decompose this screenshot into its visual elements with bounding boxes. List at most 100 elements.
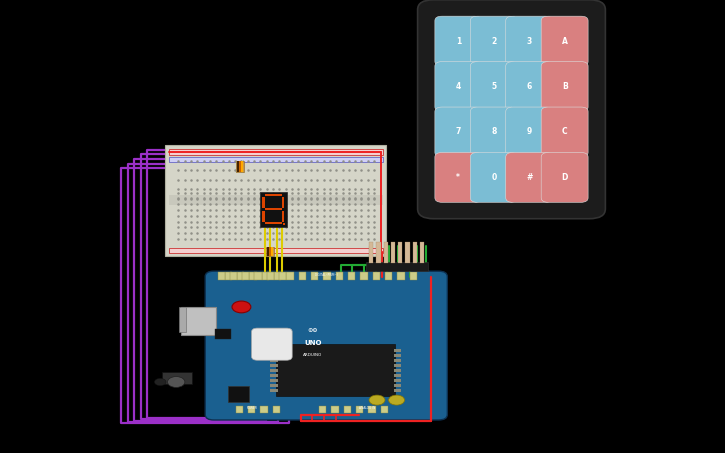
Bar	[241, 161, 243, 172]
Bar	[270, 369, 278, 372]
FancyBboxPatch shape	[435, 62, 482, 111]
Bar	[348, 272, 355, 280]
Bar	[248, 405, 255, 413]
Bar	[270, 384, 278, 387]
Bar	[279, 272, 286, 280]
Text: *: *	[457, 173, 460, 182]
Bar	[394, 354, 401, 357]
Bar	[269, 247, 270, 256]
Bar	[270, 359, 278, 362]
Circle shape	[167, 376, 185, 387]
Text: C: C	[562, 127, 568, 136]
Bar	[360, 272, 368, 280]
Bar	[228, 386, 249, 402]
Text: 6: 6	[526, 82, 532, 91]
Bar	[398, 242, 402, 263]
Text: 9: 9	[526, 127, 532, 136]
Text: 0: 0	[491, 173, 497, 182]
Text: 1: 1	[456, 37, 461, 46]
Text: 8: 8	[491, 127, 497, 136]
Bar	[394, 389, 401, 392]
Bar	[169, 149, 383, 155]
FancyBboxPatch shape	[435, 153, 482, 202]
Text: DIGITAL (PWM~): DIGITAL (PWM~)	[315, 273, 338, 277]
Bar	[299, 272, 306, 280]
Text: D: D	[561, 173, 568, 182]
Text: 7: 7	[455, 127, 461, 136]
Bar	[273, 405, 280, 413]
Bar	[230, 272, 237, 280]
Bar	[368, 405, 376, 413]
Bar	[366, 262, 428, 271]
Bar	[274, 272, 281, 280]
FancyBboxPatch shape	[471, 153, 517, 202]
Circle shape	[389, 395, 405, 405]
Bar	[394, 349, 401, 352]
Bar	[405, 242, 410, 263]
Bar	[165, 145, 386, 256]
Text: ARDUINO: ARDUINO	[303, 353, 323, 357]
Bar	[237, 161, 239, 172]
Bar	[265, 222, 282, 224]
Bar	[262, 272, 269, 280]
Bar	[281, 211, 284, 222]
Circle shape	[154, 378, 166, 386]
FancyBboxPatch shape	[541, 153, 588, 202]
Bar	[225, 272, 232, 280]
Bar	[267, 247, 268, 256]
Bar	[218, 272, 225, 280]
Bar	[323, 272, 331, 280]
Bar	[254, 272, 262, 280]
Bar	[270, 349, 278, 352]
Bar	[270, 374, 278, 377]
Bar	[373, 272, 380, 280]
Text: ⊙⊙: ⊙⊙	[307, 328, 318, 333]
Bar	[242, 272, 249, 280]
Bar	[281, 197, 284, 208]
Bar	[336, 272, 343, 280]
FancyBboxPatch shape	[541, 62, 588, 111]
Text: B: B	[562, 82, 568, 91]
Text: POWER: POWER	[247, 406, 257, 410]
Bar	[262, 211, 265, 222]
FancyBboxPatch shape	[252, 328, 292, 360]
Bar	[215, 329, 231, 339]
Bar	[249, 272, 257, 280]
Bar	[394, 359, 401, 362]
Bar	[369, 242, 373, 263]
Bar	[384, 242, 388, 263]
Bar	[236, 405, 243, 413]
Bar	[376, 242, 381, 263]
Text: UNO: UNO	[304, 340, 321, 346]
FancyBboxPatch shape	[435, 107, 482, 157]
FancyBboxPatch shape	[418, 0, 605, 219]
Bar	[236, 161, 244, 172]
FancyBboxPatch shape	[471, 107, 517, 157]
Bar	[410, 272, 417, 280]
Circle shape	[369, 395, 385, 405]
Bar	[381, 405, 388, 413]
Bar	[270, 389, 278, 392]
Bar	[271, 247, 273, 256]
Bar	[270, 354, 278, 357]
Bar	[260, 405, 268, 413]
Bar	[394, 364, 401, 367]
Bar	[257, 335, 278, 344]
Bar	[262, 197, 265, 208]
Bar	[169, 157, 383, 162]
FancyBboxPatch shape	[471, 62, 517, 111]
FancyBboxPatch shape	[506, 107, 552, 157]
Bar	[385, 272, 392, 280]
FancyBboxPatch shape	[205, 271, 447, 420]
Bar	[179, 307, 186, 332]
FancyBboxPatch shape	[506, 153, 552, 202]
Bar	[397, 272, 405, 280]
FancyBboxPatch shape	[506, 16, 552, 66]
Bar	[394, 374, 401, 377]
Bar	[181, 308, 216, 335]
Text: A: A	[562, 37, 568, 46]
FancyBboxPatch shape	[435, 16, 482, 66]
Bar	[236, 160, 237, 173]
Bar	[265, 207, 282, 210]
Bar	[162, 371, 192, 384]
